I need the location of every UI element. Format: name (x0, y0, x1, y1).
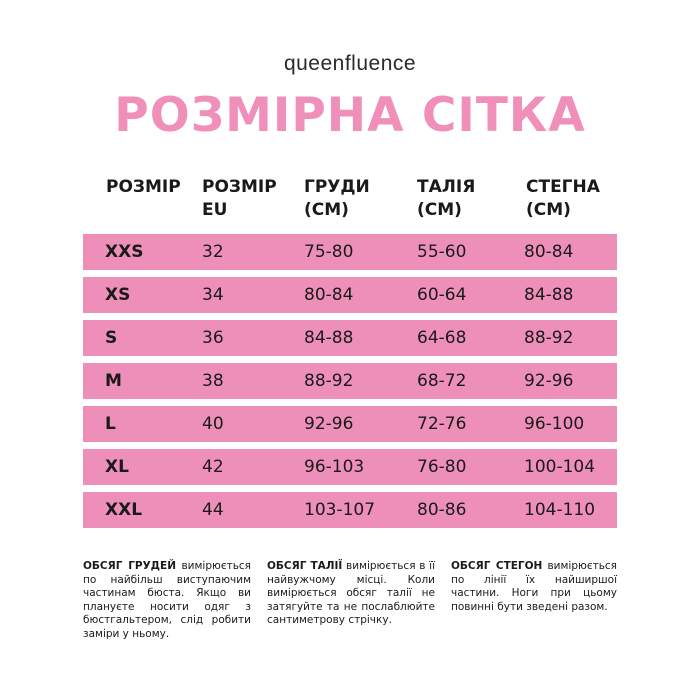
note-waist-text: вимірюється в її найвужчому місці. Коли … (267, 560, 435, 626)
header-size: РОЗМІР (106, 177, 181, 197)
note-waist: ОБСЯГ ТАЛІЇ вимірюється в її найвужчому … (267, 560, 435, 628)
note-chest: ОБСЯГ ГРУДЕЙ вимірюється по найбільш вис… (83, 560, 251, 641)
hips-cell: 92-96 (524, 371, 574, 391)
table-row: L 40 92-96 72-76 96-100 (83, 406, 617, 442)
chest-cell: 75-80 (304, 242, 354, 262)
header-chest: ГРУДИ (СМ) (304, 177, 370, 220)
size-cell: M (105, 371, 122, 391)
size-cell: L (105, 414, 116, 434)
eu-cell: 36 (202, 328, 224, 348)
hips-cell: 100-104 (524, 457, 596, 477)
eu-cell: 40 (202, 414, 224, 434)
eu-cell: 44 (202, 500, 224, 520)
waist-cell: 80-86 (417, 500, 467, 520)
size-cell: XXS (105, 242, 144, 262)
note-chest-term: ОБСЯГ ГРУДЕЙ (83, 560, 176, 572)
table-row: M 38 88-92 68-72 92-96 (83, 363, 617, 399)
eu-cell: 32 (202, 242, 224, 262)
hips-cell: 80-84 (524, 242, 574, 262)
brand-logo: queenfluence (283, 52, 417, 75)
table-row: XXS 32 75-80 55-60 80-84 (83, 234, 617, 270)
eu-cell: 42 (202, 457, 224, 477)
table-row: XL 42 96-103 76-80 100-104 (83, 449, 617, 485)
page-title: РОЗМІРНА СІТКА (114, 88, 586, 143)
table-row: XS 34 80-84 60-64 84-88 (83, 277, 617, 313)
waist-cell: 60-64 (417, 285, 467, 305)
waist-cell: 55-60 (417, 242, 467, 262)
waist-cell: 76-80 (417, 457, 467, 477)
chest-cell: 84-88 (304, 328, 354, 348)
hips-cell: 84-88 (524, 285, 574, 305)
note-hips: ОБСЯГ СТЕГОН вимірюється по лінії їх най… (451, 560, 617, 614)
table-row: XXL 44 103-107 80-86 104-110 (83, 492, 617, 528)
size-cell: XXL (105, 500, 143, 520)
header-eu-size: РОЗМІР EU (202, 177, 277, 220)
note-hips-term: ОБСЯГ СТЕГОН (451, 560, 543, 572)
note-waist-term: ОБСЯГ ТАЛІЇ (267, 560, 343, 572)
chest-cell: 103-107 (304, 500, 376, 520)
waist-cell: 64-68 (417, 328, 467, 348)
table-row: S 36 84-88 64-68 88-92 (83, 320, 617, 356)
hips-cell: 88-92 (524, 328, 574, 348)
note-hips-text: вимірюється по лінії їх найширшої частин… (451, 560, 617, 613)
note-chest-text: вимірюється по найбільш виступаючим част… (83, 560, 251, 640)
chest-cell: 80-84 (304, 285, 354, 305)
header-waist: ТАЛІЯ (СМ) (417, 177, 476, 220)
chest-cell: 96-103 (304, 457, 365, 477)
waist-cell: 68-72 (417, 371, 467, 391)
size-cell: S (105, 328, 118, 348)
header-hips: СТЕГНА (СМ) (526, 177, 600, 220)
chest-cell: 88-92 (304, 371, 354, 391)
size-cell: XL (105, 457, 129, 477)
chest-cell: 92-96 (304, 414, 354, 434)
hips-cell: 104-110 (524, 500, 596, 520)
size-cell: XS (105, 285, 131, 305)
eu-cell: 38 (202, 371, 224, 391)
hips-cell: 96-100 (524, 414, 585, 434)
waist-cell: 72-76 (417, 414, 467, 434)
eu-cell: 34 (202, 285, 224, 305)
